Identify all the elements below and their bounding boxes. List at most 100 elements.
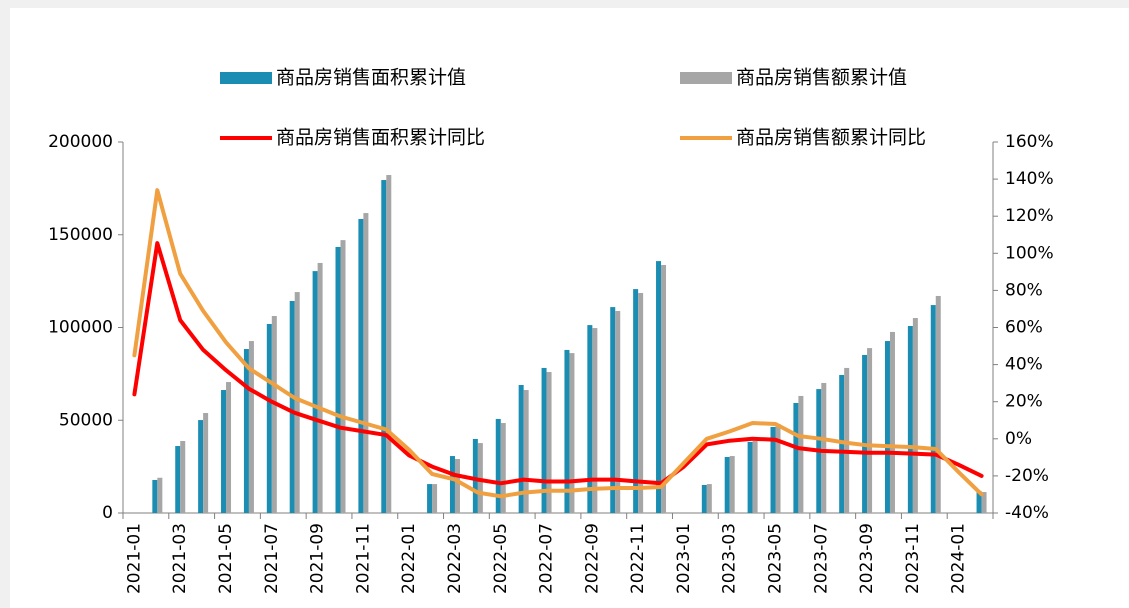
bar	[289, 300, 295, 513]
bar	[427, 484, 433, 513]
bar	[243, 349, 249, 513]
bar	[638, 292, 644, 513]
bar	[495, 418, 501, 513]
bar	[729, 456, 735, 513]
x-tick-label: 2021-03	[170, 523, 190, 594]
bar	[775, 423, 781, 513]
x-tick-label: 2023-07	[811, 523, 831, 594]
bar	[706, 484, 712, 513]
bar	[889, 331, 895, 513]
bar	[335, 246, 341, 514]
bar	[317, 262, 323, 513]
y2-tick-label: 140%	[1005, 169, 1054, 189]
bar	[340, 240, 346, 513]
bar	[454, 459, 460, 513]
y-tick-label: 50000	[59, 410, 113, 430]
x-tick-label: 2021-11	[353, 523, 373, 594]
bar	[198, 420, 204, 513]
y2-tick-label: -40%	[1005, 503, 1049, 523]
bar	[381, 180, 387, 513]
legend-label: 商品房销售面积累计值	[276, 67, 466, 89]
x-tick-label: 2022-05	[491, 523, 511, 594]
x-tick-label: 2023-05	[766, 523, 786, 594]
legend-swatch	[220, 72, 272, 84]
y2-tick-label: 160%	[1005, 132, 1054, 152]
bar	[752, 441, 758, 513]
y-tick-label: 200000	[48, 132, 113, 152]
bar	[724, 456, 730, 513]
bar	[271, 315, 277, 513]
bar	[175, 446, 181, 513]
x-tick-label: 2024-01	[949, 523, 969, 594]
line	[132, 241, 984, 486]
bar	[221, 390, 227, 513]
bar	[862, 354, 868, 513]
x-tick-label: 2023-11	[903, 523, 923, 594]
bar	[226, 382, 232, 513]
x-tick-label: 2021-05	[216, 523, 236, 594]
bar	[363, 213, 369, 513]
bar	[432, 484, 438, 513]
bar	[867, 348, 873, 513]
y2-tick-label: 120%	[1005, 206, 1054, 226]
bar	[747, 441, 753, 513]
bar	[661, 264, 667, 513]
bar	[930, 305, 936, 513]
x-tick-label: 2022-09	[582, 523, 602, 594]
bar	[449, 456, 455, 513]
bar	[500, 423, 506, 513]
bar	[152, 479, 158, 513]
bar	[157, 477, 163, 513]
bar	[656, 261, 662, 513]
y-tick-label: 150000	[48, 225, 113, 245]
y2-tick-label: 0%	[1005, 429, 1032, 449]
x-tick-label: 2022-11	[628, 523, 648, 594]
legend-label: 商品房销售额累计同比	[736, 127, 926, 149]
y2-tick-label: 80%	[1005, 280, 1043, 300]
bar	[821, 382, 827, 513]
bar	[541, 367, 547, 513]
bar	[615, 310, 621, 513]
bar	[569, 353, 575, 513]
bar	[976, 490, 982, 513]
bar	[884, 341, 890, 513]
legend-label: 商品房销售额累计值	[736, 67, 907, 89]
bar	[203, 413, 209, 513]
x-tick-label: 2022-07	[537, 523, 557, 594]
bar	[472, 438, 478, 513]
bar	[386, 175, 392, 514]
x-tick-label: 2021-07	[262, 523, 282, 594]
y2-tick-label: -20%	[1005, 466, 1049, 486]
y2-tick-label: 60%	[1005, 318, 1043, 338]
bar	[266, 323, 272, 513]
legend-label: 商品房销售面积累计同比	[276, 127, 485, 149]
bar	[294, 292, 300, 513]
bar	[610, 307, 616, 513]
bar	[248, 341, 254, 513]
x-tick-label: 2021-01	[124, 523, 144, 594]
bar	[523, 390, 529, 513]
legend-swatch	[680, 72, 732, 84]
bar	[907, 326, 913, 513]
x-tick-label: 2021-09	[308, 523, 328, 594]
bar	[912, 318, 918, 513]
bar	[798, 395, 804, 513]
y2-tick-label: 20%	[1005, 392, 1043, 412]
bar	[981, 492, 987, 513]
line	[132, 188, 984, 499]
bar	[701, 484, 707, 513]
bar	[793, 402, 799, 513]
bar	[564, 349, 570, 513]
x-tick-label: 2023-09	[857, 523, 877, 594]
y-tick-label: 100000	[48, 318, 113, 338]
y-tick-label: 0	[102, 503, 113, 523]
bar	[935, 295, 941, 513]
bar	[358, 218, 364, 514]
bar	[312, 271, 318, 513]
x-tick-label: 2022-01	[399, 523, 419, 594]
bar	[587, 325, 593, 513]
bar	[180, 441, 186, 513]
x-tick-label: 2023-03	[720, 523, 740, 594]
